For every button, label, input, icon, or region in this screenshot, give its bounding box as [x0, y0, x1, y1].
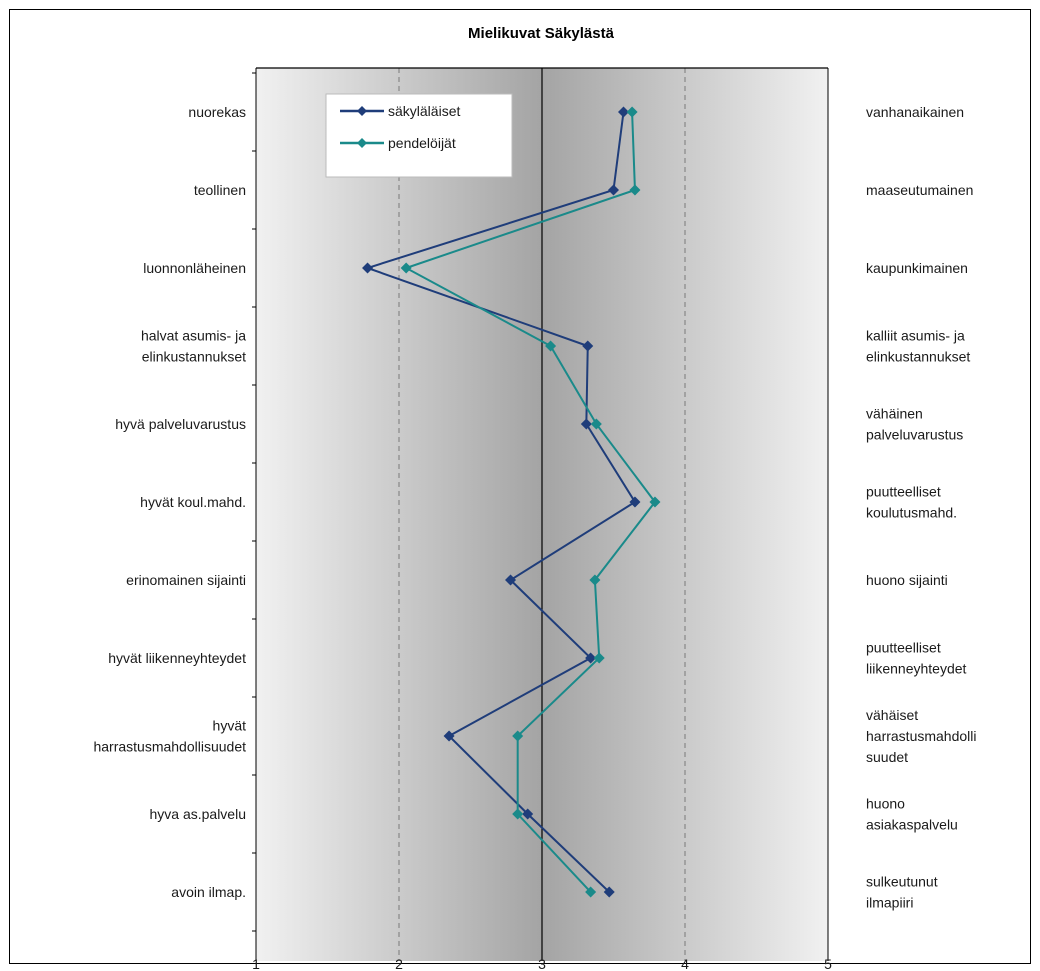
- series-0-point: [618, 106, 630, 118]
- right-label: kalliit asumis- ja elinkustannukset: [866, 328, 970, 365]
- right-label: vähäinen palveluvarustus: [866, 406, 963, 443]
- axis-ticks: [252, 72, 256, 932]
- series-0-point: [580, 418, 592, 430]
- left-label-line: teollinen: [194, 182, 246, 198]
- right-label-line: asiakaspalvelu: [866, 817, 958, 833]
- right-label-line: elinkustannukset: [866, 349, 970, 365]
- left-labels: nuorekas teollinen luonnonläheinen halvat a…: [93, 104, 246, 900]
- chart-title: Mielikuvat Säkylästä: [468, 25, 615, 42]
- legend-marker-1: [357, 138, 367, 148]
- series-0-point: [522, 808, 534, 820]
- right-label: kaupunkimainen: [866, 260, 968, 276]
- left-label-line: hyvät liikenneyhteydet: [108, 650, 246, 666]
- left-label-line: harrastusmahdollisuudet: [93, 739, 246, 755]
- left-label: halvat asumis- ja elinkustannukset: [141, 328, 246, 365]
- right-label-line: vähäiset: [866, 707, 918, 723]
- left-label: erinomainen sijainti: [126, 572, 246, 588]
- right-label-line: kalliit asumis- ja: [866, 328, 965, 344]
- series-0-point: [582, 340, 594, 352]
- series-1-point: [589, 574, 601, 586]
- right-label: huono asiakaspalvelu: [866, 796, 958, 833]
- right-label: puutteelliset koulutusmahd.: [866, 484, 957, 521]
- series-1-point: [593, 652, 605, 664]
- legend-box: [325, 93, 513, 178]
- series-1-point: [626, 106, 638, 118]
- legend-label-1: pendelöijät: [388, 135, 456, 151]
- x-tick-label: 4: [681, 956, 689, 971]
- left-label: hyvät liikenneyhteydet: [108, 650, 246, 666]
- x-tick-label: 2: [395, 956, 403, 971]
- right-label-line: huono sijainti: [866, 572, 948, 588]
- right-label-line: huono: [866, 796, 905, 812]
- right-label-line: puutteelliset: [866, 484, 941, 500]
- series-0-point: [443, 730, 455, 742]
- left-label: hyvät koul.mahd.: [140, 494, 246, 510]
- series-1-point: [512, 730, 524, 742]
- x-tick-label: 5: [824, 956, 832, 971]
- left-label-line: hyvät: [213, 718, 247, 734]
- left-label-line: luonnonläheinen: [143, 260, 246, 276]
- series-layer: [362, 106, 661, 898]
- right-label: vanhanaikainen: [866, 104, 964, 120]
- series-1-point: [545, 340, 557, 352]
- right-labels: vanhanaikainen maaseutumainen kaupunkimain…: [866, 104, 977, 911]
- x-tick-labels: 1 2 3 4 5: [252, 956, 832, 971]
- left-label: avoin ilmap.: [171, 884, 246, 900]
- series-1-point: [585, 886, 597, 898]
- right-label-line: koulutusmahd.: [866, 505, 957, 521]
- series-0-point: [505, 574, 517, 586]
- left-label: hyva as.palvelu: [149, 806, 246, 822]
- right-label-line: liikenneyhteydet: [866, 661, 967, 677]
- reference-lines: [398, 68, 686, 961]
- right-label-line: kaupunkimainen: [866, 260, 968, 276]
- left-label-line: nuorekas: [188, 104, 246, 120]
- series-0-point: [629, 496, 641, 508]
- series-1-point: [649, 496, 661, 508]
- left-label: teollinen: [194, 182, 246, 198]
- left-label: luonnonläheinen: [143, 260, 246, 276]
- series-1-point: [512, 808, 524, 820]
- left-label-line: erinomainen sijainti: [126, 572, 246, 588]
- series-1-point: [590, 418, 602, 430]
- right-label-line: harrastusmahdolli: [866, 728, 977, 744]
- series-0-point: [603, 886, 615, 898]
- left-label: hyvä palveluvarustus: [115, 416, 246, 432]
- left-label: hyvät harrastusmahdollisuudet: [93, 718, 246, 755]
- left-label-line: elinkustannukset: [142, 349, 246, 365]
- series-0-point: [608, 184, 619, 196]
- legend: säkyläläiset pendelöijät: [325, 93, 513, 178]
- right-label-line: sulkeutunut: [866, 874, 938, 890]
- right-label-line: suudet: [866, 749, 908, 765]
- series-0-point: [362, 262, 374, 274]
- left-label-line: hyvä palveluvarustus: [115, 416, 246, 432]
- right-label: sulkeutunut ilmapiiri: [866, 874, 938, 911]
- left-label-line: avoin ilmap.: [171, 884, 246, 900]
- right-label: huono sijainti: [866, 572, 948, 588]
- left-label-line: hyvät koul.mahd.: [140, 494, 246, 510]
- right-label-line: ilmapiiri: [866, 895, 913, 911]
- left-label-line: hyva as.palvelu: [149, 806, 246, 822]
- x-tick-label: 3: [538, 956, 546, 971]
- right-label-line: puutteelliset: [866, 640, 941, 656]
- right-label-line: vanhanaikainen: [866, 104, 964, 120]
- right-label: vähäiset harrastusmahdolli suudet: [866, 707, 977, 765]
- series-0-point: [585, 652, 597, 664]
- right-label-line: palveluvarustus: [866, 427, 963, 443]
- right-label-line: maaseutumainen: [866, 182, 973, 198]
- right-label: maaseutumainen: [866, 182, 973, 198]
- right-label: puutteelliset liikenneyhteydet: [866, 640, 967, 677]
- x-tick-label: 1: [252, 956, 260, 971]
- left-label: nuorekas: [188, 104, 246, 120]
- left-label-line: halvat asumis- ja: [141, 328, 246, 344]
- right-label-line: vähäinen: [866, 406, 923, 422]
- series-1-point: [629, 184, 641, 196]
- legend-label-0: säkyläläiset: [388, 103, 460, 119]
- legend-marker-0: [357, 106, 367, 116]
- series-1-point: [400, 262, 412, 274]
